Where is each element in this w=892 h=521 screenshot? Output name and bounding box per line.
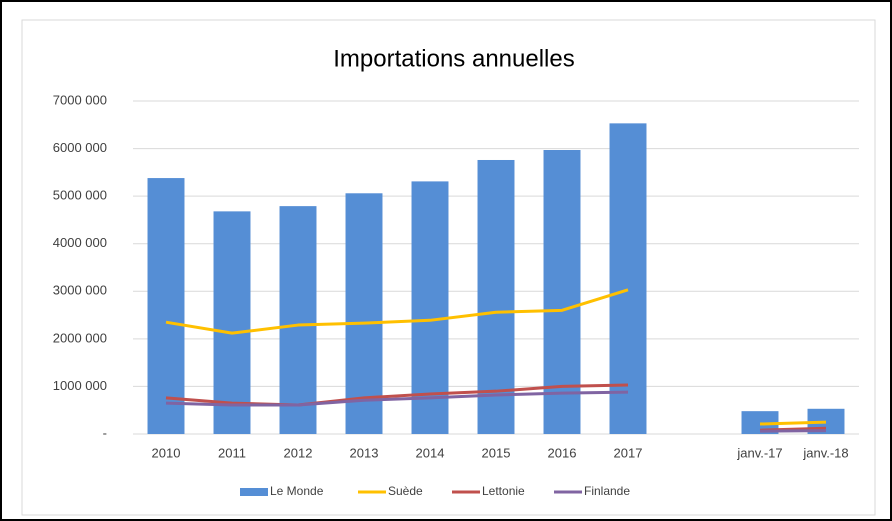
x-tick-label: 2013 xyxy=(350,445,379,460)
legend-label: Lettonie xyxy=(482,484,525,498)
x-tick-label: 2010 xyxy=(152,445,181,460)
chart-title: Importations annuelles xyxy=(333,45,574,72)
line xyxy=(165,288,827,426)
x-tick-label: 2014 xyxy=(416,445,445,460)
line xyxy=(165,390,827,433)
legend-label: Suède xyxy=(388,484,423,498)
x-tick-label: janv.-17 xyxy=(736,445,782,460)
bar xyxy=(477,159,515,434)
x-tick-label: 2011 xyxy=(218,445,246,460)
y-tick-label: 6000 000 xyxy=(53,140,107,155)
legend-label: Finlande xyxy=(584,484,630,498)
y-tick-label: 3000 000 xyxy=(53,283,107,298)
bar xyxy=(279,206,317,434)
bar xyxy=(411,181,449,434)
legend-label: Le Monde xyxy=(270,484,324,498)
y-tick-label: - xyxy=(103,425,107,440)
x-tick-label: 2016 xyxy=(548,445,577,460)
y-tick-label: 1000 000 xyxy=(53,378,107,393)
bar xyxy=(609,123,647,434)
bar xyxy=(213,211,251,434)
legend-swatch xyxy=(240,488,268,496)
bar xyxy=(345,193,383,434)
x-tick-label: 2017 xyxy=(614,445,643,460)
bar xyxy=(147,178,185,434)
x-tick-label: janv.-18 xyxy=(802,445,848,460)
bar xyxy=(543,149,581,434)
y-tick-label: 5000 000 xyxy=(53,188,107,203)
y-tick-label: 7000 000 xyxy=(53,92,107,107)
x-tick-label: 2012 xyxy=(284,445,313,460)
y-tick-label: 4000 000 xyxy=(53,235,107,250)
x-tick-label: 2015 xyxy=(482,445,511,460)
y-tick-label: 2000 000 xyxy=(53,330,107,345)
